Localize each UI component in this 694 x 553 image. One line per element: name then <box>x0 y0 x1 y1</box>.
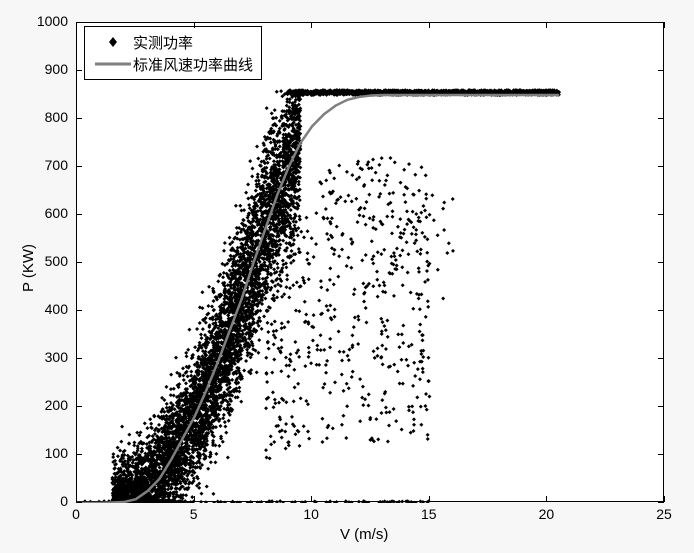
y-tick-mark <box>658 502 664 503</box>
y-tick-mark <box>658 406 664 407</box>
y-tick-label: 900 <box>28 61 68 77</box>
y-tick-mark <box>658 454 664 455</box>
y-tick-label: 1000 <box>28 13 68 29</box>
diamond-icon <box>93 35 133 49</box>
y-tick-mark <box>76 358 82 359</box>
plot-area <box>76 22 664 502</box>
y-tick-label: 600 <box>28 205 68 221</box>
x-tick-mark <box>429 22 430 28</box>
y-tick-mark <box>76 502 82 503</box>
x-tick-mark <box>429 496 430 502</box>
y-tick-label: 500 <box>28 253 68 269</box>
y-tick-mark <box>76 406 82 407</box>
x-tick-label: 5 <box>190 506 198 522</box>
y-tick-mark <box>658 214 664 215</box>
y-tick-label: 400 <box>28 301 68 317</box>
legend-label-curve: 标准风速功率曲线 <box>133 54 253 75</box>
y-tick-mark <box>76 310 82 311</box>
y-tick-mark <box>658 118 664 119</box>
x-tick-mark <box>664 496 665 502</box>
y-tick-mark <box>658 166 664 167</box>
x-tick-mark <box>311 496 312 502</box>
y-tick-label: 700 <box>28 157 68 173</box>
x-tick-label: 20 <box>539 506 555 522</box>
x-tick-mark <box>194 22 195 28</box>
y-tick-label: 100 <box>28 445 68 461</box>
x-tick-label: 25 <box>656 506 672 522</box>
y-tick-label: 300 <box>28 349 68 365</box>
x-tick-mark <box>76 22 77 28</box>
y-tick-mark <box>658 310 664 311</box>
x-tick-mark <box>76 496 77 502</box>
plot-svg <box>77 23 665 503</box>
y-tick-mark <box>658 262 664 263</box>
y-tick-mark <box>76 70 82 71</box>
legend: 实测功率 标准风速功率曲线 <box>84 26 262 80</box>
y-tick-mark <box>658 70 664 71</box>
y-tick-mark <box>76 118 82 119</box>
y-tick-label: 800 <box>28 109 68 125</box>
y-tick-label: 0 <box>28 493 68 509</box>
chart-container: 实测功率 标准风速功率曲线 P (KW) V (m/s) 01002003004… <box>0 0 694 553</box>
x-tick-mark <box>311 22 312 28</box>
x-tick-mark <box>664 22 665 28</box>
legend-row-curve: 标准风速功率曲线 <box>93 53 253 75</box>
x-tick-mark <box>194 496 195 502</box>
x-tick-label: 10 <box>303 506 319 522</box>
x-axis-label: V (m/s) <box>340 526 388 543</box>
legend-row-scatter: 实测功率 <box>93 31 253 53</box>
y-tick-mark <box>76 454 82 455</box>
line-icon <box>93 57 133 71</box>
x-tick-label: 0 <box>72 506 80 522</box>
x-tick-mark <box>546 22 547 28</box>
x-tick-mark <box>546 496 547 502</box>
y-tick-mark <box>76 262 82 263</box>
x-tick-label: 15 <box>421 506 437 522</box>
y-tick-mark <box>76 214 82 215</box>
legend-label-scatter: 实测功率 <box>133 32 193 53</box>
y-tick-mark <box>76 166 82 167</box>
scatter-series <box>77 88 561 503</box>
y-tick-mark <box>658 358 664 359</box>
y-tick-label: 200 <box>28 397 68 413</box>
